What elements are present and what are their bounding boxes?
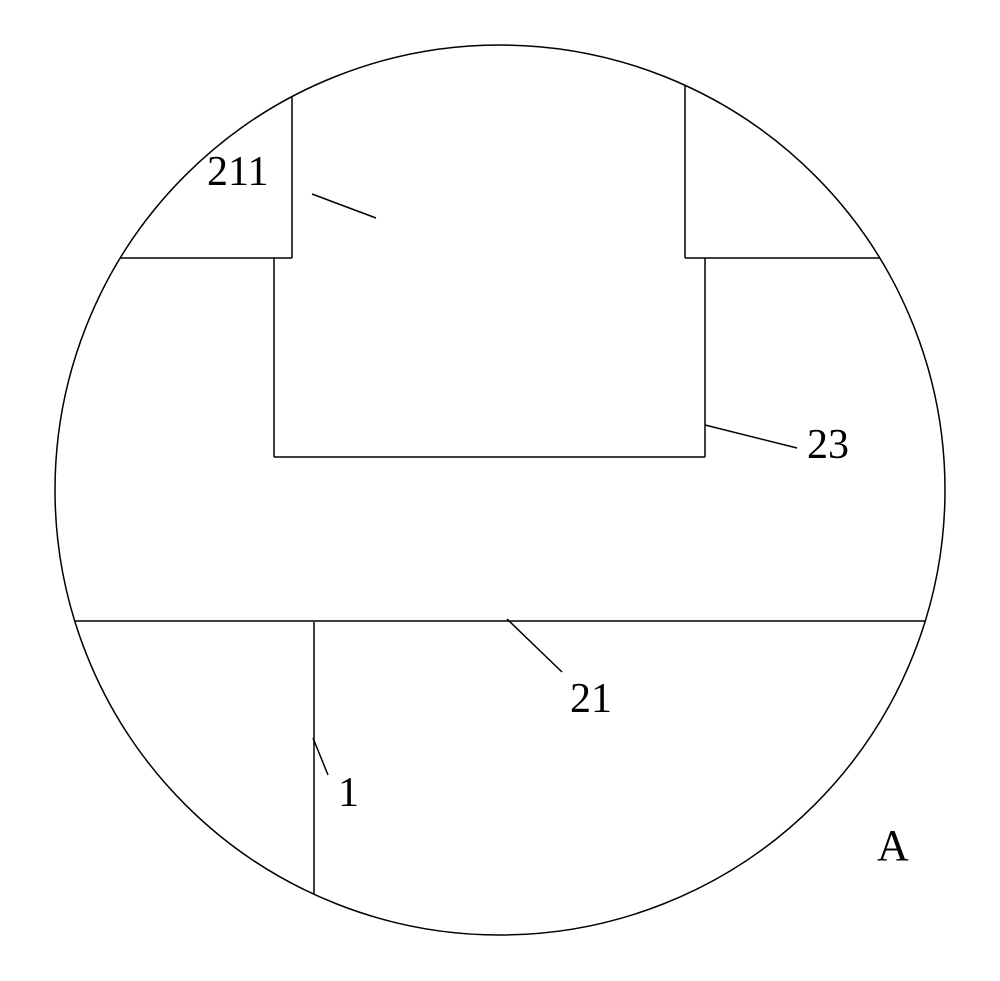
leader-1	[313, 738, 328, 775]
label-23: 23	[807, 422, 849, 468]
leader-211	[312, 194, 376, 218]
label-21: 21	[570, 676, 612, 722]
label-211: 211	[207, 149, 268, 195]
label-1: 1	[338, 770, 359, 816]
leader-23	[705, 425, 797, 448]
detail-diagram: 1 21 23 211 A	[0, 0, 1000, 981]
leader-21	[507, 619, 562, 672]
label-A: A	[877, 821, 909, 870]
detail-circle	[55, 45, 945, 935]
